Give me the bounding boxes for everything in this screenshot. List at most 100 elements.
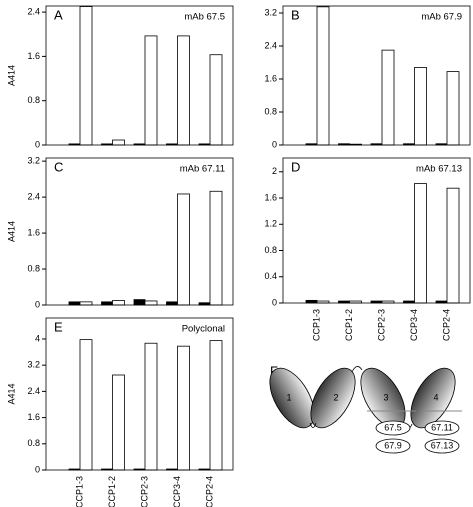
domain-label: 3 (383, 392, 388, 402)
y-tick-label: 1.6 (264, 192, 277, 202)
bar (133, 299, 146, 306)
epitope-label: 67.11 (431, 422, 453, 432)
chart-title: mAb 67.5 (184, 12, 225, 23)
bar (209, 190, 223, 306)
domain-label: 2 (333, 392, 338, 402)
x-tick-label: CCP2-4 (204, 476, 214, 507)
bar (101, 301, 113, 306)
y-tick-label: 0.8 (264, 106, 277, 116)
chart-title: mAb 67.9 (421, 12, 462, 23)
panel-letter: D (291, 159, 300, 174)
plot-frame (45, 317, 234, 471)
x-tick-label: CCP2-3 (376, 309, 386, 341)
epitope-label: 67.9 (384, 440, 402, 450)
epitope-label: 67.13 (431, 440, 454, 450)
bar (177, 193, 190, 306)
y-tick-label: 3.2 (264, 7, 277, 17)
bar (79, 6, 93, 146)
plot-frame (45, 5, 234, 146)
y-tick-label: 0.4 (264, 271, 277, 281)
panel-letter: E (54, 319, 63, 334)
epitope-oval (424, 420, 460, 436)
bar (414, 183, 427, 304)
y-tick-label: 0 (35, 139, 40, 149)
panel-letter: B (291, 7, 300, 22)
y-tick-label: 0.8 (27, 438, 40, 448)
bar (381, 49, 395, 146)
y-tick-label: 2 (272, 166, 277, 176)
domain-shape (310, 367, 356, 429)
plot-frame (45, 157, 234, 306)
bar (414, 67, 427, 146)
epitope-oval (424, 438, 460, 454)
panel-letter: A (54, 7, 63, 22)
bar (79, 339, 93, 471)
chart-title: mAb 67.11 (180, 164, 225, 175)
chart-panel: 0 0.4 0.8 1.2 1.6 2 CCP1-3 CCP1-2 CCP2-3 CCP3-4 CC… (264, 157, 471, 341)
y-tick-label: 0 (272, 139, 277, 149)
x-tick-label: CCP2-4 (441, 309, 451, 341)
bar (144, 35, 158, 146)
bar (316, 6, 330, 146)
x-tick-label: CCP1-3 (311, 309, 321, 341)
bar (112, 300, 125, 306)
epitope-label: 67.5 (384, 422, 402, 432)
bar (144, 300, 158, 306)
domain-label: 1 (286, 392, 291, 402)
bar (209, 54, 223, 146)
x-tick-label: CCP2-3 (139, 476, 149, 507)
domain-shape (269, 367, 315, 429)
y-axis-label: A414 (6, 383, 16, 404)
plot-frame (282, 157, 471, 304)
bar (68, 301, 81, 306)
x-tick-label: CCP1-2 (107, 476, 117, 507)
bar (112, 139, 125, 146)
y-tick-label: 0 (35, 299, 40, 309)
y-tick-label: 2.4 (27, 6, 40, 16)
y-tick-label: 2.4 (264, 40, 277, 50)
epitope-oval (375, 420, 411, 436)
chart-panel: 0 0.8 1.6 2.4 3.2 4 CCP1-3 CCP1-2 CCP2-3 CCP3-4 CC… (6, 317, 234, 507)
plot-frame (282, 5, 471, 146)
y-tick-label: 2.4 (27, 191, 40, 201)
bar (177, 345, 190, 471)
bar (446, 71, 460, 146)
chart-title: mAb 67.13 (416, 164, 462, 175)
bar (177, 35, 190, 146)
y-tick-label: 3.2 (27, 360, 40, 370)
x-tick-label: CCP1-3 (74, 476, 84, 507)
y-tick-label: 2.4 (27, 386, 40, 396)
diagram: F 1 2 3 4 67.5 67.9 67.11 67.13 (269, 363, 462, 454)
epitope-oval (375, 438, 411, 454)
bar (166, 301, 178, 306)
panel-letter: C (54, 159, 63, 174)
y-tick-label: 0 (272, 297, 277, 307)
bar (112, 374, 125, 471)
domain-shape (410, 367, 456, 429)
bar (209, 340, 223, 471)
y-tick-label: 1.6 (27, 227, 40, 237)
y-tick-label: 3.2 (27, 156, 40, 166)
y-tick-label: 0.8 (27, 263, 40, 273)
chart-title: Polyclonal (182, 324, 225, 335)
x-tick-label: CCP3-4 (409, 309, 419, 341)
y-tick-label: 4 (35, 333, 40, 343)
bar (446, 187, 460, 304)
domain-label: 4 (433, 392, 438, 402)
bar (79, 301, 93, 306)
y-tick-label: 0 (35, 464, 40, 474)
y-tick-label: 1.6 (264, 73, 277, 83)
y-tick-label: 1.6 (27, 51, 40, 61)
x-tick-label: CCP3-4 (172, 476, 182, 507)
bar (144, 342, 158, 471)
y-tick-label: 0.8 (264, 245, 277, 255)
y-axis-label: A414 (6, 65, 16, 86)
y-tick-label: 1.6 (27, 412, 40, 422)
y-tick-label: 1.2 (264, 219, 277, 229)
y-tick-label: 0.8 (27, 95, 40, 105)
x-tick-label: CCP1-2 (344, 309, 354, 341)
